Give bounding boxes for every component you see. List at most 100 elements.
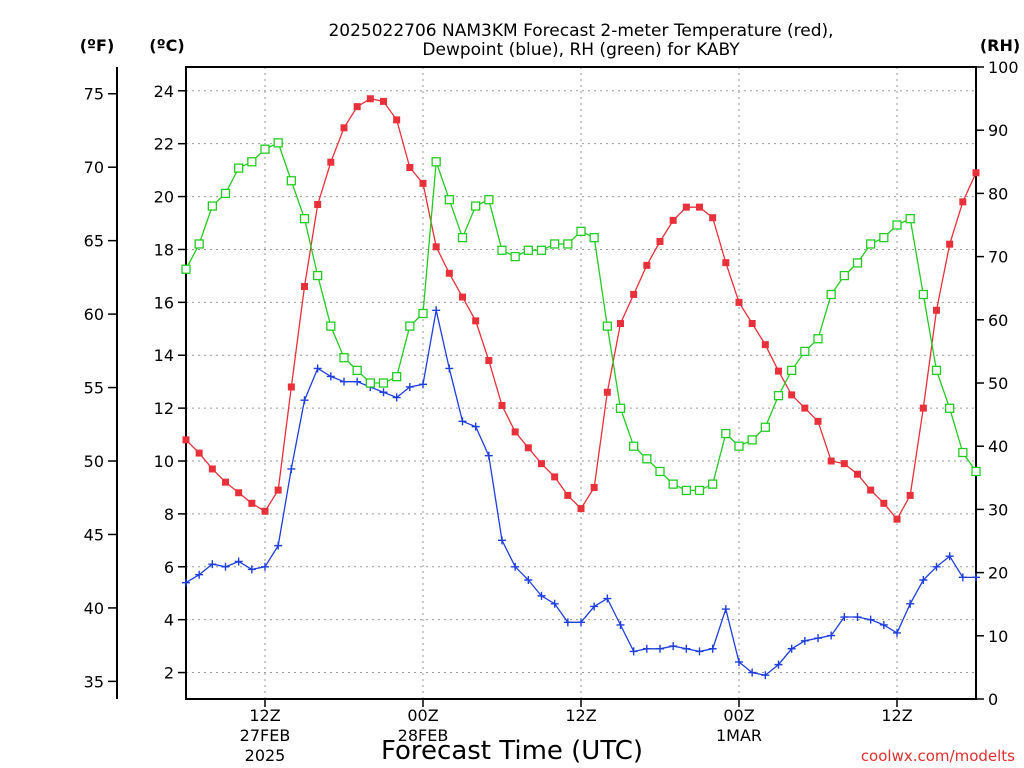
chart-title: 2025022706 NAM3KM Forecast 2-meter Tempe… <box>328 21 833 41</box>
dewpoint-point <box>853 613 862 622</box>
dewpoint-point <box>748 668 757 677</box>
rh-point <box>879 232 889 243</box>
dewpoint-point <box>958 573 967 582</box>
temperature-point <box>761 341 769 349</box>
celsius-axis-label: (ºC) <box>149 36 184 55</box>
rh-point <box>629 441 639 451</box>
rh-point <box>892 220 902 230</box>
rh-point <box>339 353 349 363</box>
rh-point <box>352 365 362 376</box>
temperature-point <box>353 103 361 111</box>
rh-point <box>602 321 612 331</box>
rh-point <box>787 365 797 376</box>
dewpoint-point <box>708 644 717 653</box>
celsius-tick-label: 22 <box>154 135 174 154</box>
temperature-point <box>827 457 835 465</box>
dewpoint-point <box>287 464 296 473</box>
dewpoint-point <box>392 393 401 402</box>
dewpoint-point <box>669 642 678 651</box>
rh-point <box>234 163 244 173</box>
x-tick-label-year: 2025 <box>245 746 286 765</box>
dewpoint-point <box>945 552 954 561</box>
temperature-point <box>511 428 519 436</box>
celsius-tick-label: 20 <box>154 188 174 207</box>
rh-point <box>365 378 375 388</box>
temperature-point <box>406 163 414 171</box>
dewpoint-point <box>511 562 520 571</box>
temperature-point <box>630 290 638 298</box>
rh-tick-label: 60 <box>988 311 1008 330</box>
temperature-point <box>314 201 322 209</box>
dewpoint-point <box>787 644 796 653</box>
celsius-tick-label: 10 <box>154 452 174 471</box>
rh-point <box>576 226 586 236</box>
rh-point <box>405 321 415 331</box>
temperature-point <box>735 298 743 306</box>
dewpoint-point <box>893 628 901 637</box>
temperature-point <box>919 404 927 412</box>
temperature-point <box>840 460 848 468</box>
rh-point <box>457 232 468 243</box>
temperature-point <box>880 499 888 507</box>
rh-point <box>484 195 494 205</box>
dewpoint-point <box>590 602 599 611</box>
rh-tick-label: 20 <box>988 564 1008 583</box>
temperature-point <box>722 259 730 267</box>
temperature-point <box>801 404 809 412</box>
dewpoint-point <box>972 573 980 582</box>
fahrenheit-tick-label: 55 <box>84 379 104 398</box>
dewpoint-point <box>537 591 546 600</box>
temperature-point <box>577 505 585 513</box>
rh-point <box>655 466 665 477</box>
dewpoint-point <box>208 560 217 569</box>
fahrenheit-tick-label: 75 <box>84 85 104 104</box>
rh-tick-label: 80 <box>988 184 1008 203</box>
dewpoint-point <box>682 644 691 653</box>
temperature-point <box>182 436 190 444</box>
dewpoint-point <box>695 647 704 656</box>
rh-point <box>760 422 770 432</box>
x-tick-label-time: 00Z <box>407 706 438 725</box>
temperature-point <box>235 489 243 497</box>
dewpoint-point <box>524 576 533 585</box>
fahrenheit-tick-label: 65 <box>84 232 104 251</box>
temperature-point <box>524 444 532 452</box>
rh-tick-label: 40 <box>988 437 1008 456</box>
dewpoint-point <box>656 644 664 653</box>
rh-point <box>273 138 283 148</box>
rh-point <box>800 346 810 357</box>
temperature-point <box>366 95 374 103</box>
temperature-point <box>590 483 598 491</box>
temperature-point <box>208 465 216 473</box>
rh-point <box>642 454 652 464</box>
temperature-point <box>959 198 967 206</box>
rh-point <box>839 270 849 281</box>
rh-point <box>734 441 744 451</box>
dewpoint-point <box>629 647 638 656</box>
x-tick-label-date: 1MAR <box>716 726 762 745</box>
rh-point <box>931 365 942 376</box>
rh-point <box>194 239 204 249</box>
rh-point <box>721 428 731 439</box>
temperature-point <box>682 203 690 211</box>
temperature-point <box>551 473 559 481</box>
rh-point <box>220 188 231 199</box>
rh-point <box>918 289 928 300</box>
temperature-point <box>893 515 901 523</box>
temperature-point <box>972 169 980 177</box>
rh-point <box>497 245 507 255</box>
series <box>181 95 981 680</box>
rh-point <box>852 258 863 268</box>
rh-point <box>813 334 823 344</box>
temperature-point <box>393 116 401 124</box>
dewpoint-point <box>274 541 283 550</box>
rh-point <box>773 390 784 401</box>
rh-point <box>694 485 705 496</box>
temperature-point <box>327 158 335 166</box>
dewpoint-point <box>247 565 256 574</box>
dewpoint-point <box>879 620 888 629</box>
celsius-tick-label: 6 <box>164 558 174 577</box>
dewpoint-point <box>405 382 414 391</box>
celsius-tick-label: 12 <box>154 399 174 418</box>
